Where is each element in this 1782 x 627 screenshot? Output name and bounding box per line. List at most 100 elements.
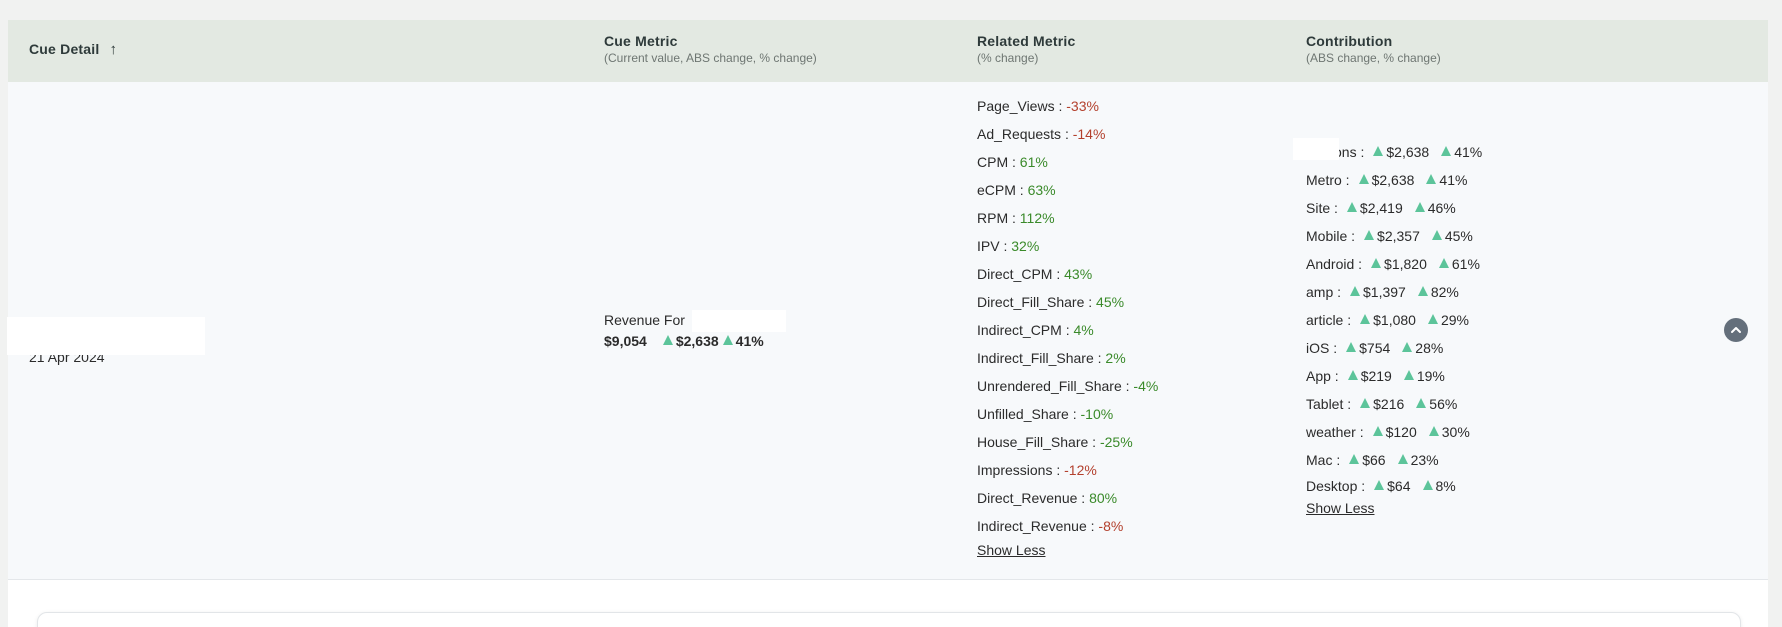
header-cue-detail[interactable]: Cue Detail ↑ xyxy=(29,41,117,58)
contribution-name: weather : xyxy=(1306,424,1364,440)
cue-metric-values: $9,054 $2,638 41% xyxy=(604,331,764,351)
header-cue-metric-sub: (Current value, ABS change, % change) xyxy=(604,51,817,65)
header-contribution-label: Contribution xyxy=(1306,33,1393,49)
contribution-abs: $66 xyxy=(1362,452,1386,468)
contribution-name: amp : xyxy=(1306,284,1342,300)
next-row-card xyxy=(37,612,1741,627)
related-show-less-link[interactable]: Show Less xyxy=(977,542,1046,558)
contribution-abs: $2,357 xyxy=(1377,228,1420,244)
redacted-block xyxy=(7,317,205,355)
list-item: weather : $120 30% xyxy=(1306,418,1482,446)
header-cue-detail-label: Cue Detail xyxy=(29,41,100,57)
triangle-up-icon xyxy=(1347,370,1358,380)
related-metric-name: eCPM : xyxy=(977,182,1024,198)
contribution-pct: 45% xyxy=(1444,228,1473,244)
contribution-abs: $2,419 xyxy=(1359,200,1403,216)
cue-metric-current: $9,054 xyxy=(604,333,647,349)
contribution-abs: $1,820 xyxy=(1384,256,1427,272)
related-metric-name: Direct_CPM : xyxy=(977,266,1061,282)
list-item: Tablet : $216 56% xyxy=(1306,390,1482,418)
related-metric-name: IPV : xyxy=(977,238,1008,254)
redacted-block xyxy=(1293,138,1339,160)
related-metric-list: Page_Views : -33% Ad_Requests : -14% CPM… xyxy=(977,96,1158,560)
list-item: Site : $2,419 46% xyxy=(1306,194,1482,222)
list-item: Desktop : $64 8% xyxy=(1306,474,1482,498)
triangle-up-icon xyxy=(1438,258,1449,268)
related-metric-value: 61% xyxy=(1019,154,1048,170)
contribution-abs: $2,638 xyxy=(1371,172,1415,188)
contribution-pct: 82% xyxy=(1430,284,1459,300)
triangle-up-icon xyxy=(1360,398,1371,408)
triangle-up-icon xyxy=(1373,146,1384,156)
contribution-abs: $1,397 xyxy=(1363,284,1406,300)
contribution-abs: $754 xyxy=(1359,340,1391,356)
list-item: Impressions : -12% xyxy=(977,460,1158,488)
related-metric-value: -8% xyxy=(1098,518,1124,534)
contribution-pct: 19% xyxy=(1416,368,1445,384)
contribution-pct: 23% xyxy=(1410,452,1439,468)
triangle-up-icon xyxy=(662,335,673,345)
contribution-pct: 41% xyxy=(1454,144,1483,160)
triangle-up-icon xyxy=(1431,230,1442,240)
contribution-pct: 29% xyxy=(1440,312,1469,328)
contribution-pct: 30% xyxy=(1441,424,1470,440)
list-item: Direct_CPM : 43% xyxy=(977,264,1158,292)
triangle-up-icon xyxy=(1414,202,1425,212)
related-metric-value: 2% xyxy=(1105,350,1126,366)
list-item: App : $219 19% xyxy=(1306,362,1482,390)
list-item: Ad_Requests : -14% xyxy=(977,124,1158,152)
related-metric-value: 80% xyxy=(1089,490,1118,506)
related-metric-value: -4% xyxy=(1133,378,1159,394)
triangle-up-icon xyxy=(1358,174,1369,184)
triangle-up-icon xyxy=(722,335,733,345)
list-item: CPM : 61% xyxy=(977,152,1158,180)
related-metric-value: 4% xyxy=(1073,322,1094,338)
related-metric-name: Indirect_Revenue : xyxy=(977,518,1095,534)
related-metric-name: Direct_Revenue : xyxy=(977,490,1086,506)
related-metric-value: -25% xyxy=(1099,434,1133,450)
list-item: Mobile : $2,357 45% xyxy=(1306,222,1482,250)
contribution-name: article : xyxy=(1306,312,1352,328)
header-contribution: Contribution (ABS change, % change) xyxy=(1306,33,1441,66)
triangle-up-icon xyxy=(1422,480,1433,490)
related-metric-name: Direct_Fill_Share : xyxy=(977,294,1093,310)
list-item: House_Fill_Share : -25% xyxy=(977,432,1158,460)
related-metric-name: Indirect_CPM : xyxy=(977,322,1070,338)
list-item: Metro : $2,638 41% xyxy=(1306,166,1482,194)
contribution-name: Site : xyxy=(1306,200,1338,216)
triangle-up-icon xyxy=(1360,314,1371,324)
triangle-up-icon xyxy=(1416,398,1427,408)
list-item: IPV : 32% xyxy=(977,236,1158,264)
contribution-abs: $1,080 xyxy=(1373,312,1416,328)
related-metric-value: 63% xyxy=(1027,182,1056,198)
contribution-pct: 61% xyxy=(1451,256,1480,272)
related-metric-value: -33% xyxy=(1066,98,1099,114)
table-header: Cue Detail ↑ Cue Metric (Current value, … xyxy=(8,20,1768,82)
list-item: amp : $1,397 82% xyxy=(1306,278,1482,306)
contribution-abs: $120 xyxy=(1385,424,1417,440)
contribution-pct: 8% xyxy=(1435,478,1456,494)
contribution-pct: 41% xyxy=(1439,172,1468,188)
header-related-metric-label: Related Metric xyxy=(977,33,1076,49)
contribution-abs: $2,638 xyxy=(1386,144,1430,160)
related-metric-name: RPM : xyxy=(977,210,1016,226)
cue-metric-cell: Revenue For $9,054 $2,638 41% xyxy=(604,310,764,351)
triangle-up-icon xyxy=(1371,258,1382,268)
list-item: Indirect_CPM : 4% xyxy=(977,320,1158,348)
related-metric-value: 112% xyxy=(1019,210,1055,226)
triangle-up-icon xyxy=(1402,342,1413,352)
triangle-up-icon xyxy=(1403,370,1414,380)
contribution-show-less-link[interactable]: Show Less xyxy=(1306,500,1375,516)
contribution-pct: 28% xyxy=(1415,340,1444,356)
triangle-up-icon xyxy=(1426,174,1437,184)
collapse-row-button[interactable] xyxy=(1724,318,1748,342)
triangle-up-icon xyxy=(1350,286,1361,296)
list-item: Page_Views : -33% xyxy=(977,96,1158,124)
list-item: iOS : $754 28% xyxy=(1306,334,1482,362)
triangle-up-icon xyxy=(1427,314,1438,324)
redacted-block xyxy=(692,310,786,332)
contribution-name: Tablet : xyxy=(1306,396,1352,412)
sort-arrow-up-icon[interactable]: ↑ xyxy=(109,41,117,58)
related-metric-name: CPM : xyxy=(977,154,1016,170)
